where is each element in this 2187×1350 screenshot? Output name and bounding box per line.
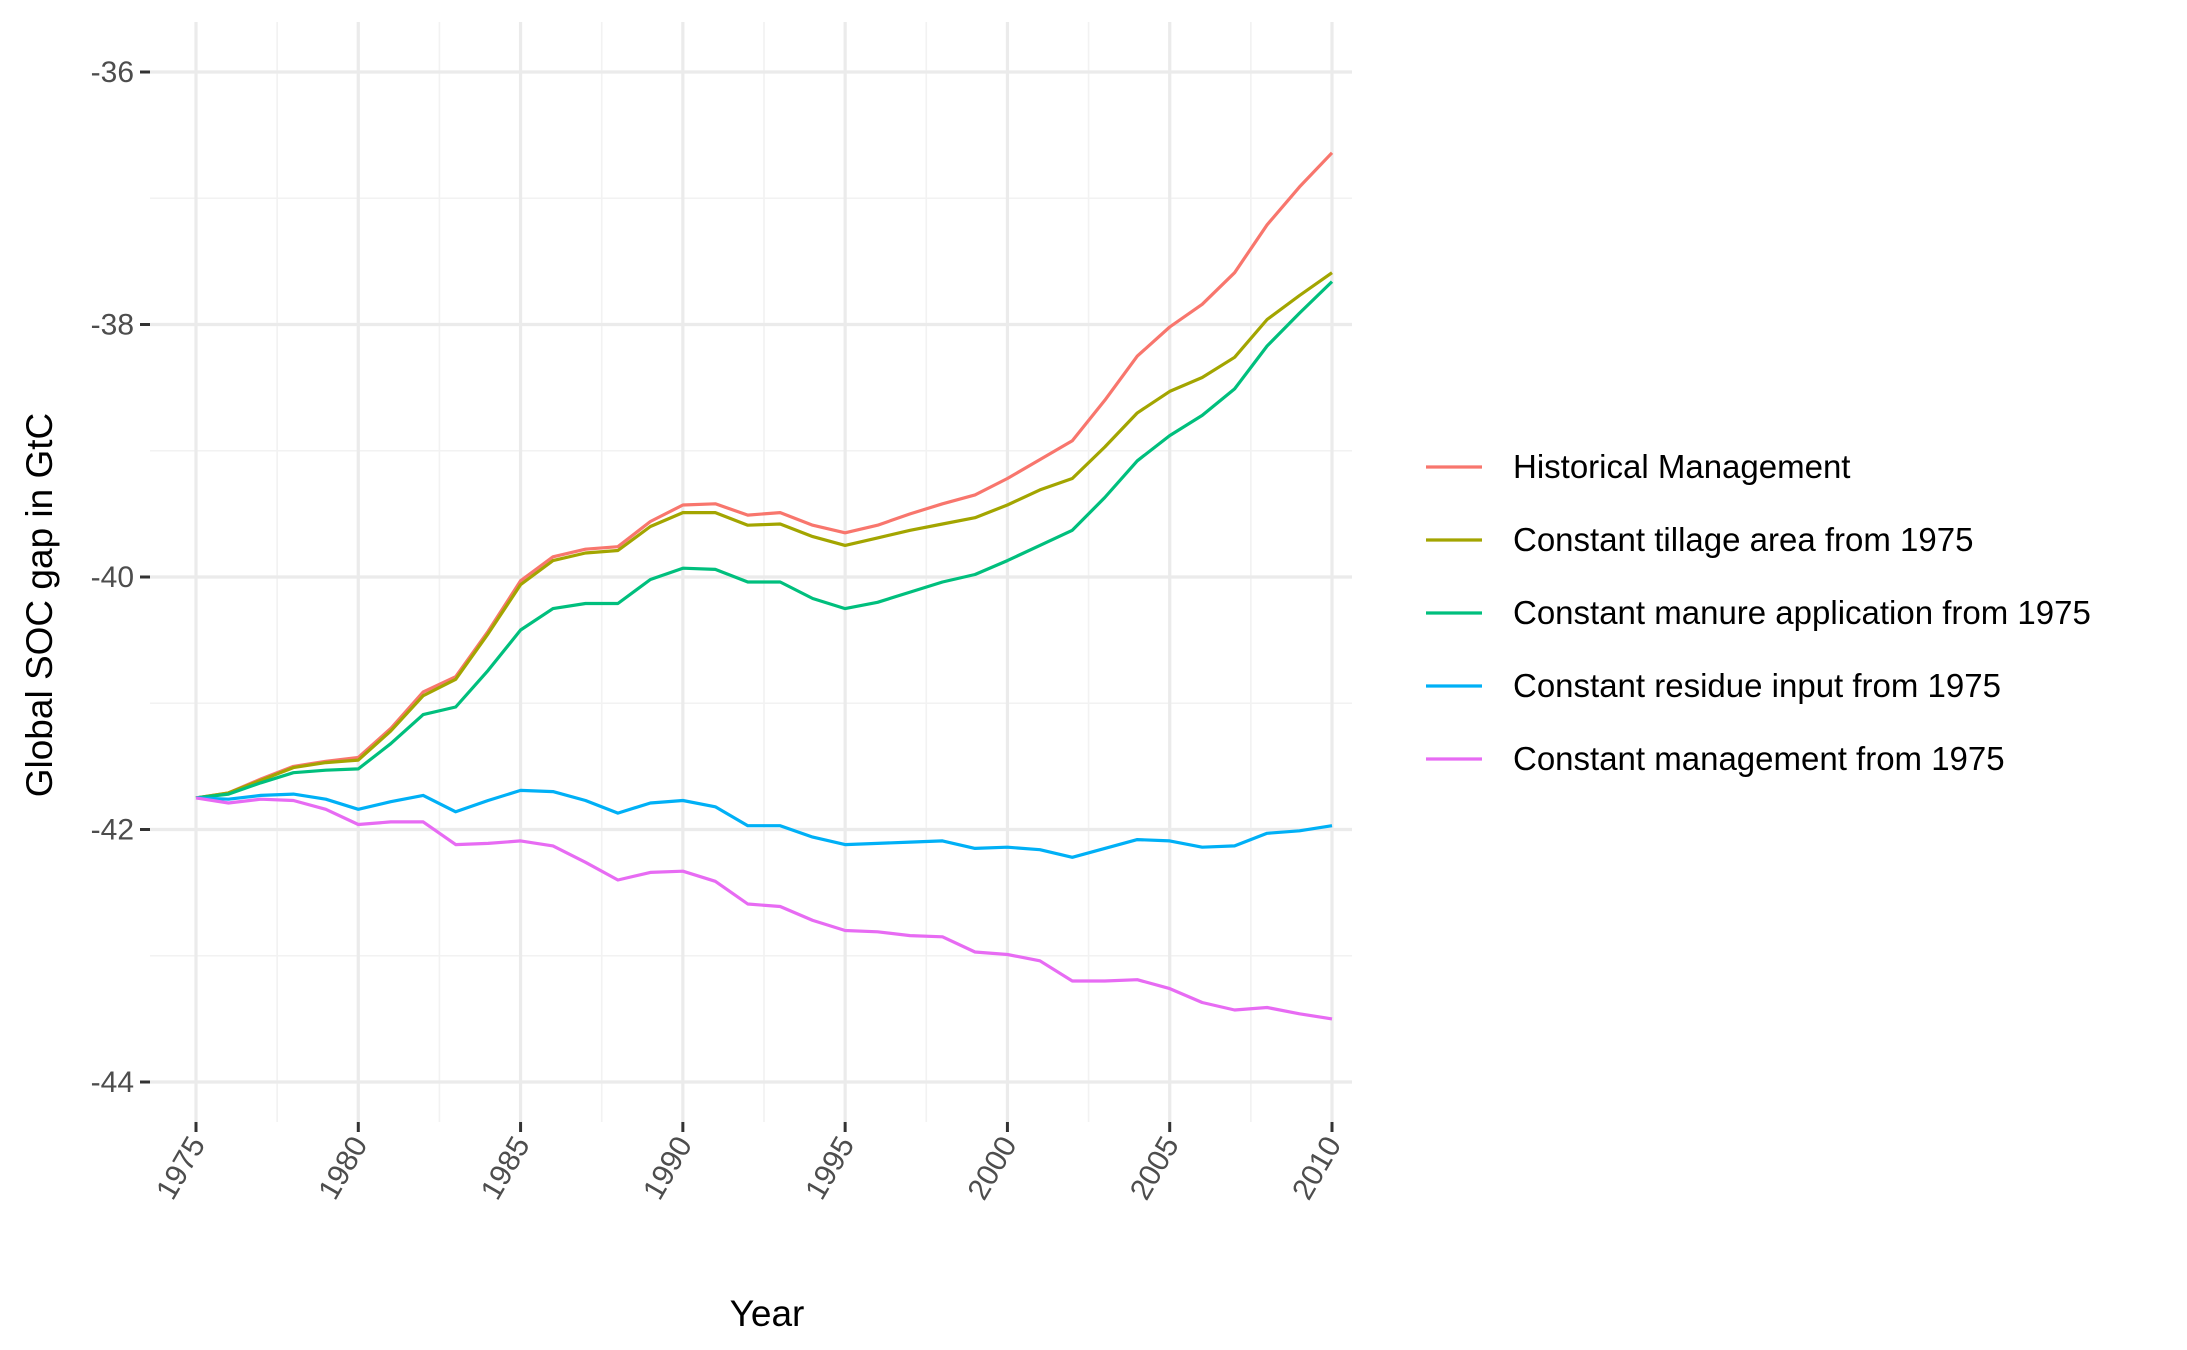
legend-item: Constant manure application from 1975	[1426, 594, 2091, 631]
series-lines	[195, 151, 1334, 1021]
legend-label: Constant management from 1975	[1513, 740, 2005, 777]
legend: Historical Management Constant tillage ar…	[1426, 448, 2091, 777]
y-axis: -36 -38 -40 -42 -44	[91, 56, 150, 1099]
legend-item: Constant management from 1975	[1426, 740, 2005, 777]
series-line-5	[195, 796, 1333, 1021]
legend-label: Constant residue input from 1975	[1513, 667, 2001, 704]
y-tick-label: -40	[91, 561, 134, 594]
series-line-4	[195, 788, 1333, 859]
series-line-1	[195, 151, 1334, 800]
legend-item: Historical Management	[1426, 448, 1850, 485]
legend-label: Constant manure application from 1975	[1513, 594, 2091, 631]
y-tick-label: -44	[91, 1066, 134, 1099]
legend-label: Constant tillage area from 1975	[1513, 521, 1973, 558]
series-line-2	[195, 271, 1333, 800]
minor-gridlines	[150, 22, 1352, 1122]
major-gridlines	[150, 22, 1352, 1122]
legend-label: Historical Management	[1513, 448, 1850, 485]
legend-item: Constant tillage area from 1975	[1426, 521, 1973, 558]
series-line-3	[195, 280, 1334, 800]
y-tick-label: -42	[91, 814, 134, 847]
y-axis-title: Global SOC gap in GtC	[19, 413, 60, 798]
legend-item: Constant residue input from 1975	[1426, 667, 2001, 704]
x-axis-title: Year	[730, 1293, 805, 1334]
plot-panel	[150, 22, 1352, 1122]
y-tick-label: -36	[91, 56, 134, 89]
y-tick-label: -38	[91, 309, 134, 342]
